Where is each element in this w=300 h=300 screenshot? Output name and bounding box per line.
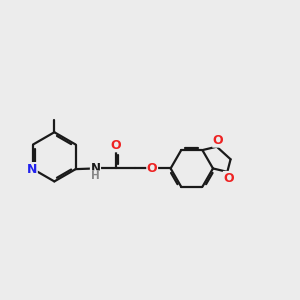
Text: N: N	[27, 163, 37, 176]
Text: O: O	[213, 134, 224, 147]
Text: H: H	[91, 171, 100, 181]
Text: N: N	[91, 162, 100, 175]
Text: O: O	[224, 172, 234, 184]
Text: O: O	[147, 162, 158, 175]
Text: O: O	[111, 139, 121, 152]
